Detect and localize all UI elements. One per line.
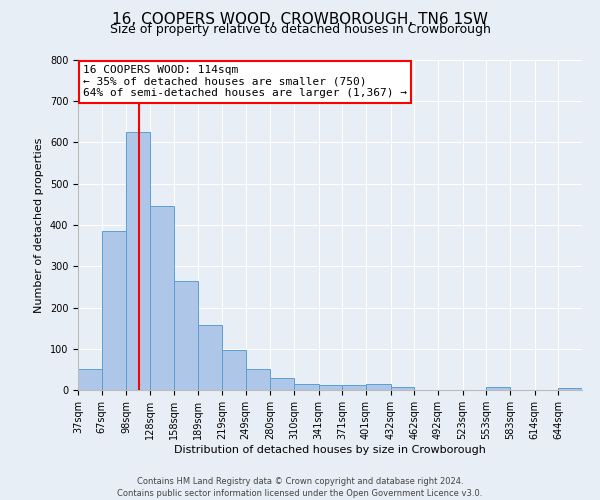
Bar [198,325,222,390]
Bar [366,384,391,390]
Bar [391,386,414,390]
Bar [174,280,198,390]
Bar [102,231,126,390]
Y-axis label: Number of detached properties: Number of detached properties [34,138,44,312]
Text: Size of property relative to detached houses in Crowborough: Size of property relative to detached ho… [110,22,490,36]
Text: 16, COOPERS WOOD, CROWBOROUGH, TN6 1SW: 16, COOPERS WOOD, CROWBOROUGH, TN6 1SW [112,12,488,28]
Text: Contains HM Land Registry data © Crown copyright and database right 2024.
Contai: Contains HM Land Registry data © Crown c… [118,476,482,498]
Bar [78,370,102,390]
Bar [222,350,246,390]
Bar [246,368,270,390]
Bar [486,386,510,390]
Bar [319,385,342,390]
X-axis label: Distribution of detached houses by size in Crowborough: Distribution of detached houses by size … [174,444,486,454]
Bar [150,206,174,390]
Bar [342,385,366,390]
Bar [126,132,150,390]
Text: 16 COOPERS WOOD: 114sqm
← 35% of detached houses are smaller (750)
64% of semi-d: 16 COOPERS WOOD: 114sqm ← 35% of detache… [83,65,407,98]
Bar [270,378,294,390]
Bar [558,388,582,390]
Bar [294,384,319,390]
